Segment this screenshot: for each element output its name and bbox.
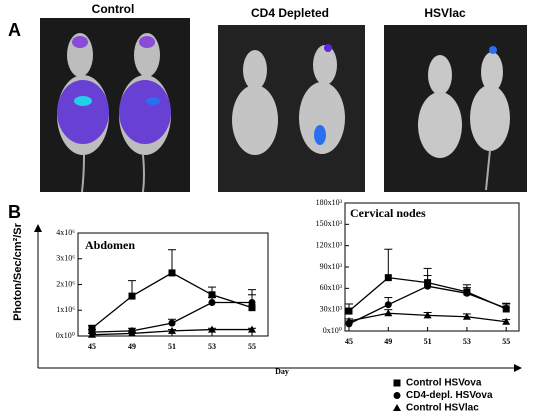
mouse-tail [81,154,145,193]
marker [384,274,392,282]
signal [119,80,171,144]
x-axis-label: Day [275,367,289,376]
legend-label: Control HSVova [406,378,482,389]
marker [393,404,401,411]
mouse [232,45,345,155]
x-tick-label: 53 [208,342,216,351]
y-tick-label: 180x10³ [316,198,343,207]
y-axis-label: Photon/Sec/cm²/Sr [12,222,24,321]
signal [57,80,109,144]
y-tick-label: 4x10⁶ [56,228,75,237]
legend-label: Control HSVlac [406,403,479,413]
mouse-images [40,18,527,193]
arrow-head [514,364,522,372]
y-tick-label: 30x10³ [320,304,343,313]
marker [345,307,353,315]
marker [248,304,256,312]
signal [489,46,497,54]
y-tick-label: 2x10⁶ [56,279,75,288]
image-label: Control [92,2,135,16]
marker [462,312,471,320]
y-tick-label: 3x10⁶ [56,254,75,263]
signal [74,96,92,106]
signal [146,97,160,105]
signal [139,36,155,48]
mouse [418,52,510,158]
error-bar [168,249,176,273]
marker [208,299,216,307]
marker [384,309,393,317]
marker [384,301,392,309]
legend-label: CD4-depl. HSVova [406,390,493,401]
signal [314,125,326,145]
signal [324,44,332,52]
marker [88,324,96,332]
marker [128,329,136,337]
x-tick-label: 45 [88,342,96,351]
chart-title: Abdomen [85,238,135,252]
y-tick-label: 0x10⁰ [323,326,342,335]
panel-label: B [8,202,21,222]
y-tick-label: 60x10³ [320,283,343,292]
mouse-tail [485,149,491,191]
x-tick-label: 49 [384,337,392,346]
marker [424,282,432,290]
x-tick-label: 51 [168,342,176,351]
y-tick-label: 0x10⁰ [56,331,75,340]
marker [423,311,432,319]
image-label: CD4 Depleted [251,6,329,20]
marker [502,304,510,312]
x-tick-label: 49 [128,342,136,351]
marker [393,379,401,387]
x-tick-label: 55 [248,342,256,351]
marker [168,319,176,327]
y-tick-label: 150x10³ [316,219,343,228]
x-tick-label: 55 [502,337,510,346]
marker [463,289,471,297]
panel-label: A [8,20,21,40]
marker [128,292,136,300]
marker [208,291,216,299]
error-bar [384,248,393,278]
chart-title: Cervical nodes [350,206,426,220]
y-tick-label: 1x10⁶ [56,305,75,314]
marker [393,392,401,399]
marker [248,299,256,307]
x-tick-label: 51 [424,337,432,346]
arrow-head [34,224,42,232]
x-tick-label: 45 [345,337,353,346]
marker [208,325,216,333]
y-tick-label: 90x10³ [320,262,343,271]
image-label: HSVlac [424,6,466,20]
plot-frame [344,202,520,332]
marker [345,317,353,325]
marker [88,330,96,338]
signal [72,36,88,48]
marker [502,317,511,325]
y-tick-label: 120x10³ [316,240,343,249]
marker [248,325,256,333]
x-tick-label: 53 [463,337,471,346]
marker [168,269,176,277]
marker [168,326,176,334]
